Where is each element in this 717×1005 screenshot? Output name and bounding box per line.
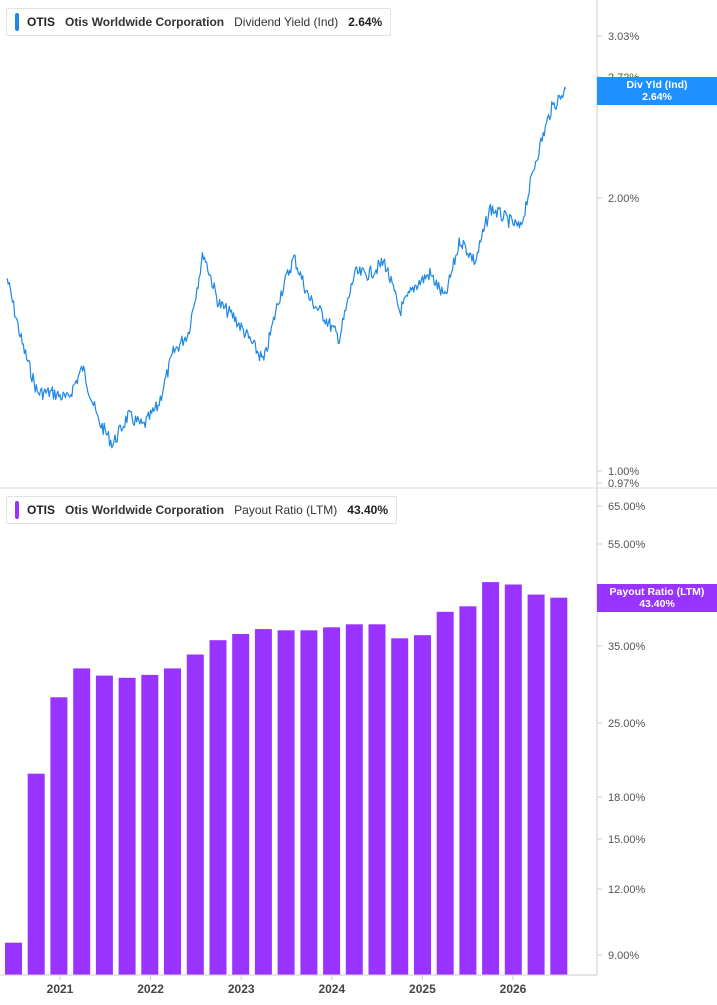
payout-bar[interactable] <box>482 582 500 975</box>
x-tick-label: 2024 <box>318 982 345 996</box>
payout-value-badge: Payout Ratio (LTM) 43.40% <box>597 584 717 612</box>
x-tick-label: 2022 <box>137 982 164 996</box>
payout-bar[interactable] <box>164 668 181 975</box>
payout-bar[interactable] <box>5 942 22 975</box>
payout-ratio-panel <box>5 582 568 976</box>
payout-bar[interactable] <box>254 629 272 975</box>
payout-bar[interactable] <box>95 675 113 975</box>
x-tick-label: 2025 <box>409 982 436 996</box>
legend-value: 43.40% <box>347 503 388 517</box>
legend-ticker: OTIS <box>27 15 56 29</box>
legend-metric: Dividend Yield (Ind) <box>234 15 339 29</box>
payout-bar[interactable] <box>73 668 91 975</box>
payout-bar[interactable] <box>527 594 545 975</box>
y-tick-label: 35.00% <box>608 641 646 653</box>
y-tick-label: 18.00% <box>608 792 646 804</box>
payout-bar[interactable] <box>414 635 431 975</box>
payout-bar[interactable] <box>27 773 45 975</box>
payout-bar[interactable] <box>391 638 409 975</box>
payout-bar[interactable] <box>277 630 295 975</box>
yield-legend-swatch <box>15 13 19 31</box>
badge-value: 43.40% <box>639 598 675 610</box>
payout-bar[interactable] <box>323 627 341 975</box>
bottom-legend[interactable]: OTIS Otis Worldwide Corporation Payout R… <box>6 496 397 524</box>
yield-value-badge: Div Yld (Ind) 2.64% <box>597 77 717 105</box>
y-tick-label: 12.00% <box>608 884 646 896</box>
y-tick-label: 55.00% <box>608 539 646 551</box>
payout-bar[interactable] <box>118 677 136 975</box>
legend-metric: Payout Ratio (LTM) <box>234 503 338 517</box>
y-tick-label: 0.97% <box>608 478 639 490</box>
x-tick-label: 2026 <box>500 982 527 996</box>
badge-value: 2.64% <box>642 91 672 103</box>
payout-legend-swatch <box>15 501 19 519</box>
payout-bar[interactable] <box>300 630 318 975</box>
payout-bar[interactable] <box>504 584 522 976</box>
badge-label: Div Yld (Ind) <box>626 79 688 91</box>
x-tick-label: 2023 <box>228 982 255 996</box>
dividend-yield-series-line <box>6 86 567 449</box>
payout-bar[interactable] <box>368 624 386 975</box>
badge-label: Payout Ratio (LTM) <box>609 586 705 598</box>
dividend-yield-panel <box>6 86 567 449</box>
payout-bar[interactable] <box>436 611 454 975</box>
legend-company: Otis Worldwide Corporation <box>65 503 225 517</box>
y-tick-label: 1.00% <box>608 466 639 478</box>
top-legend[interactable]: OTIS Otis Worldwide Corporation Dividend… <box>6 8 392 36</box>
legend-value: 2.64% <box>348 15 383 29</box>
payout-bar[interactable] <box>345 624 363 975</box>
payout-bar[interactable] <box>232 634 250 975</box>
legend-company: Otis Worldwide Corporation <box>65 15 225 29</box>
payout-bar[interactable] <box>459 606 477 975</box>
y-tick-label: 65.00% <box>608 501 646 513</box>
y-tick-label: 2.00% <box>608 193 639 205</box>
payout-bar[interactable] <box>141 674 159 975</box>
y-tick-label: 25.00% <box>608 718 646 730</box>
payout-bar[interactable] <box>550 597 568 975</box>
y-tick-label: 15.00% <box>608 834 646 846</box>
x-tick-label: 2021 <box>47 982 74 996</box>
legend-ticker: OTIS <box>27 503 56 517</box>
payout-bar[interactable] <box>209 640 227 975</box>
payout-bar[interactable] <box>50 697 68 975</box>
y-tick-label: 3.03% <box>608 31 639 43</box>
y-tick-label: 9.00% <box>608 950 639 962</box>
payout-bar[interactable] <box>186 654 204 976</box>
